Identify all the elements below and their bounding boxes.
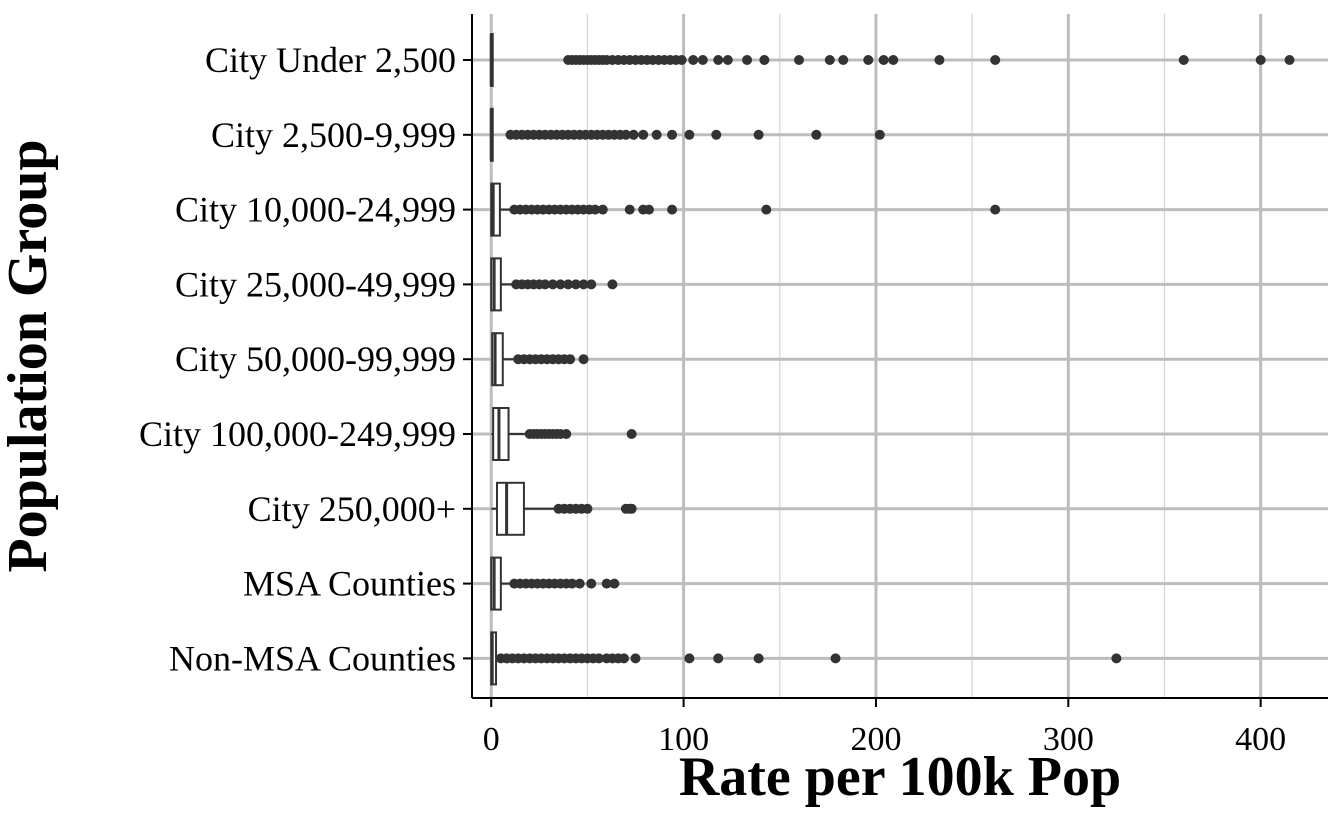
outlier-point bbox=[684, 653, 695, 664]
label-layer: 0 100 200 300 400 City Under 2,500 City 2,500-… bbox=[139, 40, 1286, 758]
box bbox=[490, 182, 501, 237]
box bbox=[496, 481, 525, 536]
y-axis-title: Population Group bbox=[0, 139, 59, 572]
outlier-point bbox=[761, 204, 772, 215]
outlier-point bbox=[597, 204, 608, 215]
boxplot-group bbox=[491, 332, 589, 387]
outlier-point bbox=[874, 129, 885, 140]
outlier-point bbox=[570, 279, 581, 290]
outlier-point bbox=[586, 279, 597, 290]
x-tick-label: 200 bbox=[850, 721, 901, 758]
outlier-point bbox=[667, 129, 678, 140]
outlier-point bbox=[742, 55, 753, 65]
outlier-point bbox=[643, 204, 654, 215]
boxplot-group bbox=[490, 556, 620, 611]
outlier-point bbox=[601, 578, 612, 589]
outlier-point bbox=[888, 55, 899, 65]
outlier-point bbox=[593, 653, 604, 664]
outlier-point bbox=[578, 279, 589, 290]
category-label: Non-MSA Counties bbox=[169, 638, 456, 678]
plot-layer bbox=[489, 33, 1295, 686]
outlier-point bbox=[722, 55, 733, 65]
boxplot-group bbox=[491, 407, 637, 461]
category-label: City 50,000-99,999 bbox=[175, 339, 456, 379]
outlier-point bbox=[1178, 55, 1189, 65]
outlier-point bbox=[609, 578, 620, 589]
outlier-point bbox=[582, 503, 593, 514]
outlier-point bbox=[811, 129, 822, 140]
outlier-point bbox=[578, 354, 589, 365]
outlier-point bbox=[684, 129, 695, 140]
outlier-point bbox=[638, 129, 649, 140]
outlier-point bbox=[626, 429, 637, 439]
outlier-point bbox=[711, 129, 722, 140]
outlier-point bbox=[794, 55, 805, 65]
outlier-point bbox=[667, 204, 678, 215]
outlier-point bbox=[620, 129, 631, 140]
outlier-point bbox=[990, 204, 1001, 215]
outlier-point bbox=[830, 653, 841, 664]
outlier-point bbox=[586, 578, 597, 589]
outlier-point bbox=[624, 204, 635, 215]
outlier-point bbox=[753, 129, 764, 140]
outlier-point bbox=[618, 653, 629, 664]
outlier-point bbox=[651, 129, 662, 140]
boxplot-group bbox=[491, 481, 637, 536]
boxplot-group bbox=[490, 631, 1122, 686]
outlier-point bbox=[555, 279, 566, 290]
outlier-point bbox=[878, 55, 889, 65]
category-label: City 10,000-24,999 bbox=[175, 190, 456, 230]
outlier-point bbox=[934, 55, 945, 65]
outlier-point bbox=[676, 55, 687, 65]
outlier-point bbox=[688, 55, 699, 65]
x-axis-title: Rate per 100k Pop bbox=[679, 746, 1121, 808]
outlier-point bbox=[574, 578, 585, 589]
outlier-point bbox=[563, 279, 574, 290]
outlier-point bbox=[630, 653, 641, 664]
boxplot-group bbox=[490, 257, 618, 312]
category-label: City 250,000+ bbox=[248, 489, 456, 529]
outlier-point bbox=[628, 129, 639, 140]
outlier-point bbox=[753, 653, 764, 664]
x-tick-label: 0 bbox=[483, 721, 500, 758]
category-label: City 100,000-249,999 bbox=[139, 414, 456, 454]
box bbox=[491, 332, 504, 387]
outlier-point bbox=[567, 578, 578, 589]
category-label: City 2,500-9,999 bbox=[211, 115, 456, 155]
outlier-point bbox=[697, 55, 708, 65]
outlier-point bbox=[561, 429, 572, 439]
category-label: City Under 2,500 bbox=[205, 40, 456, 80]
outlier-point bbox=[1255, 55, 1266, 65]
boxplot-group bbox=[489, 107, 885, 162]
x-tick-label: 100 bbox=[658, 721, 709, 758]
outlier-point bbox=[540, 279, 551, 290]
x-tick-label: 400 bbox=[1235, 721, 1286, 758]
outlier-point bbox=[590, 204, 601, 215]
outlier-point bbox=[713, 55, 724, 65]
outlier-point bbox=[759, 55, 770, 65]
outlier-point bbox=[838, 55, 849, 65]
outlier-point bbox=[607, 279, 618, 290]
category-label: City 25,000-49,999 bbox=[175, 264, 456, 304]
x-tick-label: 300 bbox=[1043, 721, 1094, 758]
grid-layer bbox=[472, 14, 1328, 698]
outlier-point bbox=[824, 55, 835, 65]
outlier-point bbox=[990, 55, 1001, 65]
boxplot-group bbox=[489, 33, 1295, 87]
outlier-point bbox=[1284, 55, 1295, 65]
box bbox=[490, 257, 502, 312]
axis-layer bbox=[463, 14, 1328, 707]
outlier-point bbox=[1111, 653, 1122, 664]
outlier-point bbox=[565, 354, 576, 365]
boxplot-group bbox=[490, 182, 1001, 237]
outlier-point bbox=[626, 503, 637, 514]
outlier-point bbox=[547, 279, 558, 290]
outlier-point bbox=[863, 55, 874, 65]
box bbox=[490, 556, 502, 611]
box bbox=[492, 407, 510, 461]
category-label: MSA Counties bbox=[243, 564, 456, 604]
outlier-point bbox=[713, 653, 724, 664]
